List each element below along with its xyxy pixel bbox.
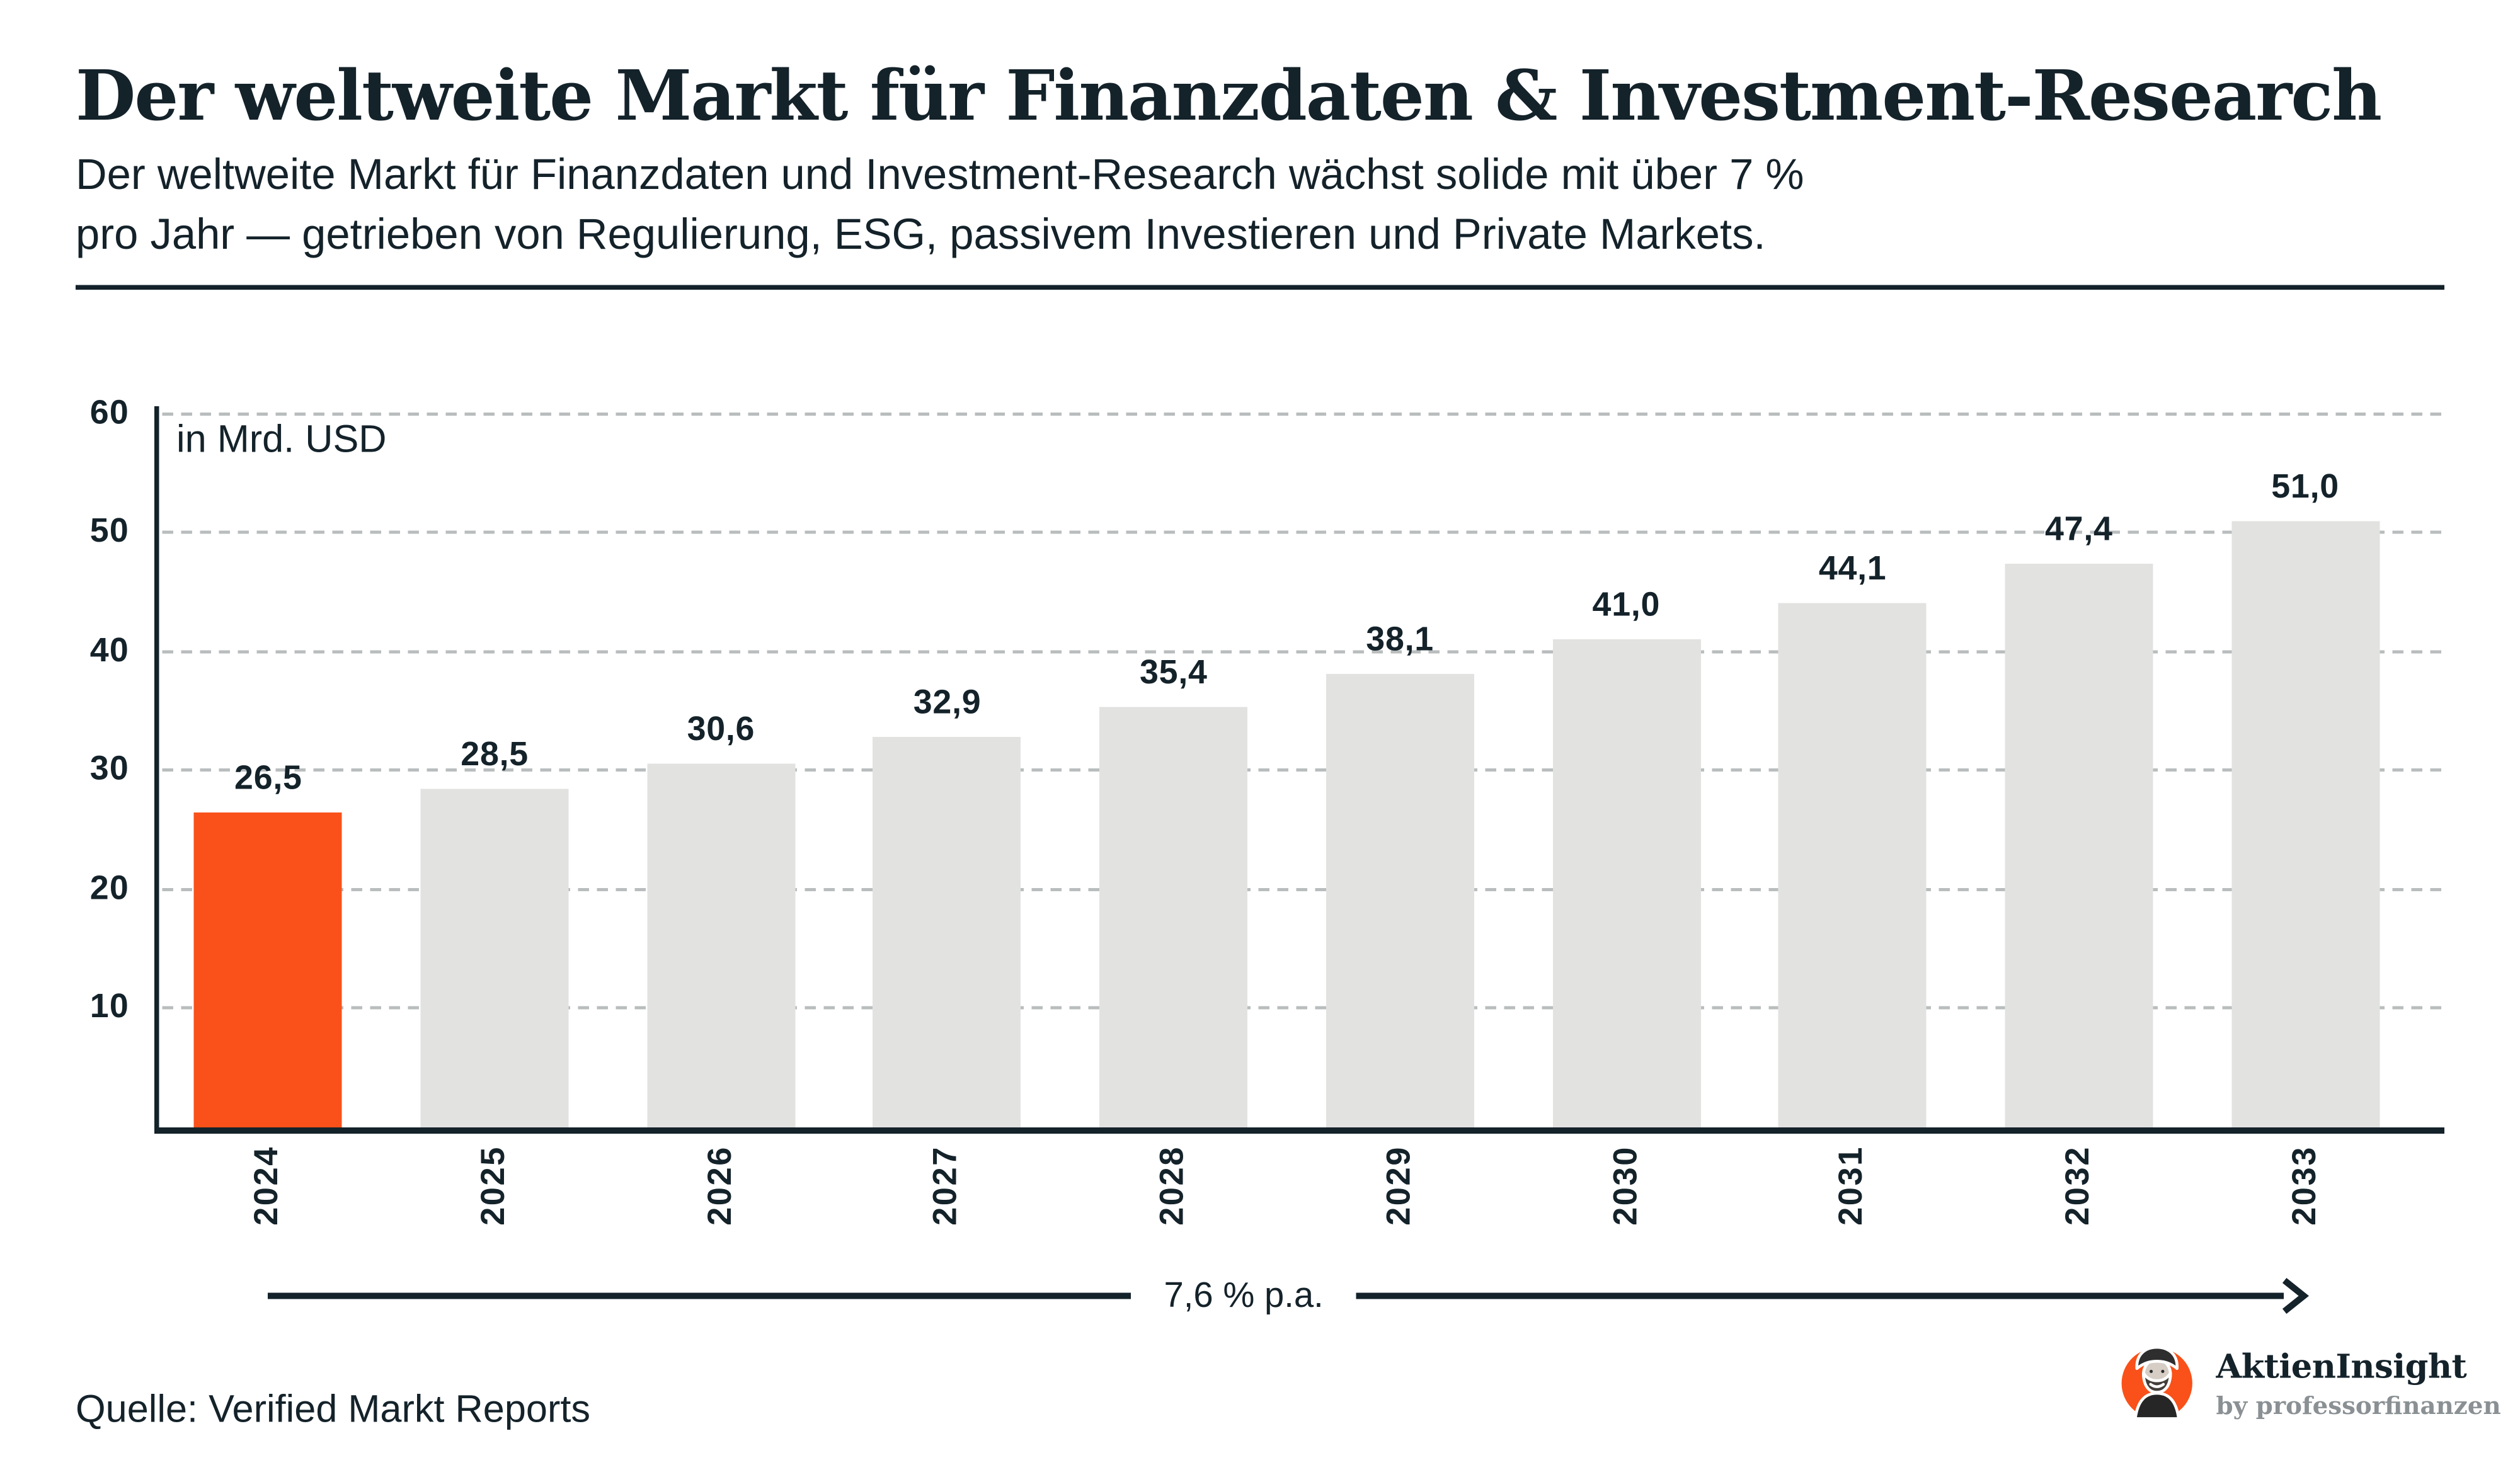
x-axis-label: 2025 bbox=[476, 1146, 512, 1226]
x-axis-label: 2032 bbox=[2059, 1146, 2097, 1226]
x-axis-label: 2026 bbox=[702, 1146, 738, 1226]
bar-value-label: 44,1 bbox=[1818, 549, 1887, 588]
x-axis-label: 2031 bbox=[1833, 1146, 1870, 1226]
brand-byline: by professorfinanzen bbox=[2216, 1390, 2501, 1421]
x-axis-label: 2033 bbox=[2286, 1146, 2323, 1226]
y-axis-line bbox=[154, 406, 160, 1134]
gridline-30 bbox=[162, 769, 2444, 773]
bar-2031 bbox=[1778, 603, 1927, 1127]
bar-value-label: 38,1 bbox=[1366, 620, 1434, 659]
gridline-10 bbox=[162, 1006, 2444, 1010]
y-axis-unit-label: in Mrd. USD bbox=[176, 419, 387, 462]
bar-2029 bbox=[1326, 674, 1474, 1127]
arrow-line-right bbox=[1356, 1292, 2284, 1299]
bar-2027 bbox=[873, 736, 1022, 1127]
gridline-60 bbox=[162, 412, 2444, 416]
bar-value-label: 51,0 bbox=[2271, 467, 2339, 505]
gridline-40 bbox=[162, 650, 2444, 654]
bar-value-label: 30,6 bbox=[687, 710, 755, 748]
subtitle-line-1: Der weltweite Markt für Finanzdaten und … bbox=[76, 149, 1804, 199]
bar-value-label: 32,9 bbox=[913, 682, 982, 721]
divider-line bbox=[76, 285, 2444, 290]
gridline-20 bbox=[162, 887, 2444, 891]
brand-name: AktienInsight bbox=[2216, 1346, 2467, 1386]
page-title: Der weltweite Markt für Finanzdaten & In… bbox=[76, 57, 2382, 137]
growth-arrow: 7,6 % p.a. bbox=[268, 1274, 2309, 1318]
arrowhead-icon bbox=[2282, 1277, 2309, 1314]
y-axis-tick-label: 20 bbox=[89, 869, 129, 907]
gridline-50 bbox=[162, 531, 2444, 535]
y-axis-tick-label: 50 bbox=[89, 512, 129, 550]
source-note: Quelle: Verified Markt Reports bbox=[76, 1389, 591, 1432]
growth-rate-label: 7,6 % p.a. bbox=[1164, 1275, 1324, 1315]
y-axis-tick-label: 60 bbox=[89, 393, 129, 431]
x-axis-label: 2024 bbox=[249, 1146, 286, 1226]
subtitle: Der weltweite Markt für Finanzdaten und … bbox=[76, 145, 1804, 263]
bar-2030 bbox=[1552, 639, 1700, 1127]
bar-2033 bbox=[2231, 520, 2380, 1127]
bar-value-label: 41,0 bbox=[1592, 586, 1661, 624]
x-axis-label: 2027 bbox=[928, 1146, 965, 1226]
x-axis-label: 2029 bbox=[1381, 1146, 1418, 1226]
x-axis-label: 2028 bbox=[1154, 1146, 1191, 1226]
bar-value-label: 35,4 bbox=[1140, 653, 1208, 691]
bar-2028 bbox=[1099, 706, 1248, 1127]
brand-text: AktienInsight by professorfinanzen bbox=[2216, 1343, 2501, 1422]
arrow-line-left bbox=[268, 1292, 1131, 1299]
bar-2026 bbox=[646, 763, 795, 1127]
bar-value-label: 26,5 bbox=[234, 758, 302, 797]
y-axis-tick-label: 30 bbox=[89, 750, 129, 789]
y-axis-tick-label: 40 bbox=[89, 631, 129, 670]
x-axis-label: 2030 bbox=[1607, 1146, 1644, 1226]
bar-2024 bbox=[194, 812, 343, 1127]
avatar-icon bbox=[2121, 1345, 2192, 1420]
brand-logo: AktienInsight by professorfinanzen bbox=[2119, 1343, 2501, 1422]
y-axis-tick-label: 10 bbox=[89, 988, 129, 1026]
bar-value-label: 28,5 bbox=[461, 734, 529, 773]
x-axis-line bbox=[154, 1127, 2444, 1134]
bar-2025 bbox=[420, 788, 569, 1127]
subtitle-line-2: pro Jahr — getrieben von Regulierung, ES… bbox=[76, 208, 1766, 258]
bar-2032 bbox=[2005, 563, 2153, 1127]
bar-value-label: 47,4 bbox=[2045, 510, 2113, 548]
